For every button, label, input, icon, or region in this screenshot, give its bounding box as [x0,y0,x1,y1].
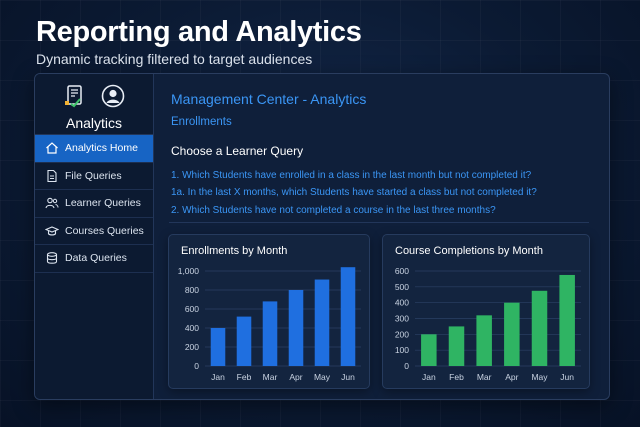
bar-may [314,279,330,366]
sidebar-title: Analytics [65,115,123,131]
query-section-heading: Choose a Learner Query [171,144,304,158]
sidebar-item-data-queries[interactable]: Data Queries [35,245,153,273]
sidebar-header: Analytics [35,74,153,135]
x-tick-label: May [314,372,331,382]
y-tick-label: 600 [395,266,409,276]
sidebar-item-courses-queries[interactable]: Courses Queries [35,218,153,245]
y-tick-label: 600 [185,304,199,314]
y-tick-label: 400 [395,298,409,308]
y-tick-label: 200 [185,342,199,352]
completions-bar-chart: 0 100 200 300 400 500 600 Jan Feb Mar Apr May Jun [395,266,581,382]
y-tick-label: 300 [395,314,409,324]
chart-title: Course Completions by Month [395,245,543,257]
bar-jan [421,334,437,366]
x-tick-label: Feb [449,372,464,382]
query-link-1a[interactable]: 1a. In the last X months, which Students… [171,187,537,198]
bar-jun [340,267,356,366]
sidebar-item-analytics-home[interactable]: Analytics Home [35,135,153,163]
y-tick-label: 1,000 [178,266,200,276]
sidebar-item-learner-queries[interactable]: Learner Queries [35,190,153,218]
bar-jun [559,274,575,366]
chart-title: Enrollments by Month [181,245,288,257]
divider [169,222,589,223]
bar-mar [476,315,492,366]
query-link-1[interactable]: 1. Which Students have enrolled in a cla… [171,170,532,181]
home-icon [45,141,59,155]
hero-title: Reporting and Analytics [36,16,362,48]
bar-may [531,290,548,366]
y-tick-label: 800 [185,285,199,295]
enrollments-chart-card: Enrollments by Month 0 200 400 600 800 1,000 J… [168,234,370,389]
x-tick-label: Mar [263,372,278,382]
sidebar-item-label: Data Queries [65,252,127,265]
hero-subtitle: Dynamic tracking filtered to target audi… [36,51,313,67]
x-tick-label: Jan [211,372,225,382]
bar-apr [504,302,520,366]
sidebar-item-label: File Queries [65,169,122,182]
x-tick-label: Jan [422,372,436,382]
x-tick-label: Feb [237,372,252,382]
bar-mar [262,301,278,366]
sidebar-item-label: Courses Queries [65,224,144,237]
enrollments-bar-chart: 0 200 400 600 800 1,000 Jan Feb Mar Apr May Jun [178,266,361,382]
report-check-icon[interactable] [63,84,87,108]
completions-chart-card: Course Completions by Month 0 100 200 300 40… [382,234,590,389]
file-icon [45,169,59,183]
y-tick-label: 400 [185,323,199,333]
y-tick-label: 500 [395,282,409,292]
sidebar-item-file-queries[interactable]: File Queries [35,163,153,190]
sidebar-item-label: Learner Queries [65,197,141,210]
x-tick-label: Apr [505,372,518,382]
x-tick-label: Apr [289,372,302,382]
bar-apr [288,290,304,366]
x-tick-label: Jun [560,372,574,382]
analytics-window: Analytics Analytics Home File Queries Le… [34,73,610,400]
x-tick-label: Jun [341,372,355,382]
sidebar: Analytics Analytics Home File Queries Le… [35,74,154,399]
y-tick-label: 200 [395,329,409,339]
y-tick-label: 0 [404,361,409,371]
page-subtitle: Enrollments [171,116,232,128]
query-link-2[interactable]: 2. Which Students have not completed a c… [171,205,496,216]
x-tick-label: Mar [477,372,492,382]
x-tick-label: May [531,372,548,382]
bar-jan [210,328,226,366]
graduation-cap-icon [44,224,60,238]
y-tick-label: 100 [395,345,409,355]
database-icon [45,251,59,265]
sidebar-item-label: Analytics Home [65,142,138,155]
page-title: Management Center - Analytics [171,91,367,107]
y-tick-label: 0 [194,361,199,371]
users-icon [45,196,59,210]
bar-feb [448,326,465,366]
main-panel: Management Center - Analytics Enrollment… [155,74,609,399]
user-avatar-icon[interactable] [101,84,125,108]
bar-feb [236,316,252,366]
